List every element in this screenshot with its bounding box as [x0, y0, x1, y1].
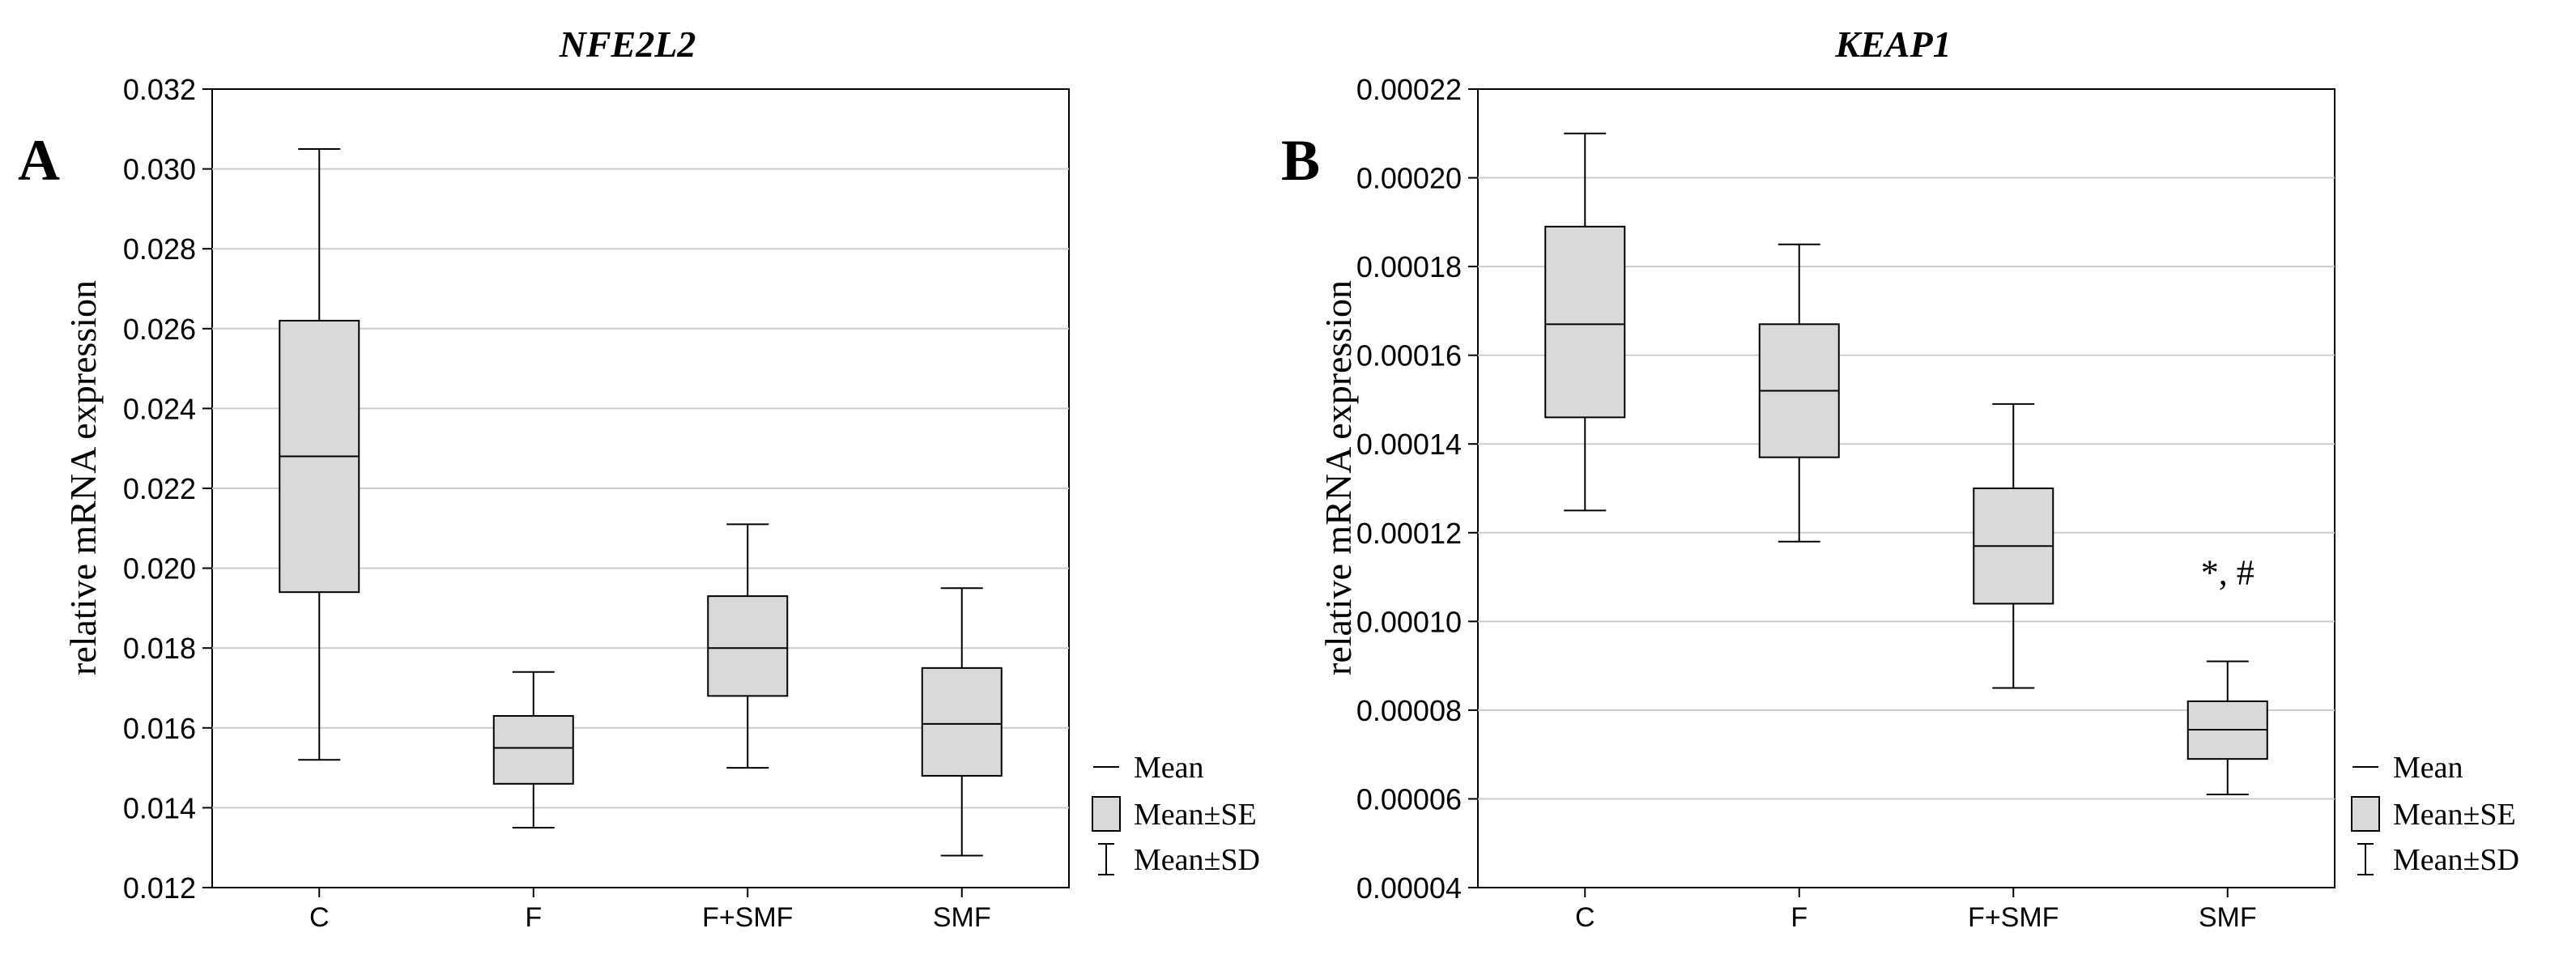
box-group [707, 523, 789, 769]
y-tick-label: 0.00004 [1356, 871, 1462, 905]
y-tick-label: 0.026 [123, 313, 196, 346]
x-tick-label: F [1790, 902, 1807, 933]
y-ticks: 0.012 0.014 0.016 0.018 0.020 0.022 0.024 0.026… [123, 73, 212, 905]
legend-a: Mean Mean±SE Mean±SD [1092, 751, 1260, 877]
se-box [921, 667, 1003, 777]
y-tick-label: 0.024 [123, 392, 196, 425]
x-tick-label: F+SMF [1968, 902, 2059, 933]
x-ticks: C F F+SMF SMF [309, 888, 991, 933]
box-group [1544, 132, 1626, 512]
panel-a: A NFE2L2 relative mRNA expression 0.0120… [18, 23, 1070, 933]
panel-letter: B [1281, 128, 1320, 193]
y-tick-label: 0.00018 [1356, 250, 1462, 283]
box-group [1758, 243, 1840, 543]
y-tick-label: 0.016 [123, 712, 196, 745]
legend-mean-label: Mean [1134, 751, 1204, 785]
legend-se-label: Mean±SE [1134, 798, 1257, 832]
legend-sd-label: Mean±SD [2393, 843, 2519, 877]
chart-title: KEAP1 [1834, 23, 1951, 65]
legend-b: Mean Mean±SE Mean±SD [2351, 751, 2519, 877]
y-tick-label: 0.028 [123, 232, 196, 266]
y-tick-label: 0.00020 [1356, 162, 1462, 195]
y-tick-label: 0.00022 [1356, 73, 1462, 106]
y-tick-label: 0.014 [123, 791, 196, 824]
y-tick-label: 0.00010 [1356, 605, 1462, 638]
y-axis-label: relative mRNA expression [1318, 280, 1359, 675]
y-tick-label: 0.022 [123, 472, 196, 505]
significance-annotation: *, # [2201, 553, 2255, 593]
x-tick-label: C [309, 902, 330, 933]
y-tick-label: 0.018 [123, 632, 196, 665]
panel-b: B KEAP1 relative mRNA expression 0.00004… [1281, 23, 2335, 933]
x-tick-label: C [1575, 902, 1595, 933]
annotations: *, # [2201, 553, 2255, 593]
legend-se-swatch [1092, 796, 1121, 832]
legend-se-swatch [2351, 796, 2380, 832]
boxes [279, 147, 1003, 857]
x-tick-label: SMF [933, 902, 991, 933]
y-ticks: 0.00004 0.00006 0.00008 0.00010 0.00012 0.000… [1356, 73, 1478, 905]
box-group [492, 671, 574, 829]
y-axis-label: relative mRNA expression [62, 280, 104, 675]
box-group [279, 147, 360, 761]
se-box [707, 595, 789, 697]
y-tick-label: 0.00016 [1356, 339, 1462, 373]
y-tick-label: 0.00014 [1356, 428, 1462, 461]
y-tick-label: 0.00012 [1356, 517, 1462, 550]
box-group [921, 587, 1003, 857]
y-tick-label: 0.012 [123, 871, 196, 905]
se-box [1544, 225, 1626, 419]
y-tick-label: 0.030 [123, 153, 196, 186]
x-tick-label: F [525, 902, 542, 933]
legend-sd-swatch [2357, 843, 2374, 875]
legend-mean-label: Mean [2393, 751, 2463, 785]
x-tick-label: SMF [2199, 902, 2257, 933]
boxes [1544, 132, 2268, 795]
box-group [2186, 660, 2268, 795]
y-tick-label: 0.020 [123, 552, 196, 586]
box-group [1973, 402, 2054, 689]
y-tick-label: 0.00008 [1356, 694, 1462, 727]
x-ticks: C F F+SMF SMF [1575, 888, 2257, 933]
y-tick-label: 0.032 [123, 73, 196, 106]
y-tick-label: 0.00006 [1356, 782, 1462, 816]
plot-frame [1477, 88, 2335, 888]
legend-sd-label: Mean±SD [1134, 843, 1260, 877]
chart-title: NFE2L2 [559, 23, 696, 65]
panel-letter: A [18, 128, 60, 193]
x-tick-label: F+SMF [702, 902, 793, 933]
legend-sd-swatch [1098, 843, 1114, 875]
se-box [492, 715, 574, 785]
legend-se-label: Mean±SE [2393, 798, 2516, 832]
